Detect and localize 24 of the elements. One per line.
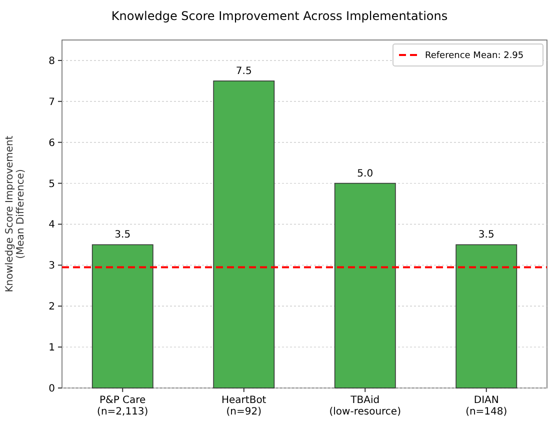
y-tick-label: 7: [48, 96, 55, 108]
data-label: 5.0: [357, 168, 374, 180]
chart-title: Knowledge Score Improvement Across Implementations: [111, 9, 448, 23]
bar: [213, 80, 275, 388]
x-tick-label: HeartBot (n=92): [222, 395, 266, 418]
legend-label: Reference Mean: 2.95: [425, 51, 524, 62]
x-tick-label: TBAid (low-resource): [329, 395, 402, 418]
data-label: 3.5: [478, 230, 494, 241]
y-axis-title: Knowledge Score Improvement (Mean Difference): [4, 136, 26, 292]
bar: [334, 182, 396, 388]
y-tick-label: 4: [48, 220, 55, 231]
y-tick-label: 8: [48, 56, 55, 67]
x-tick-label: DIAN (n=148): [466, 395, 508, 418]
y-tick-label: 3: [48, 260, 55, 272]
data-label: 7.5: [236, 66, 252, 77]
y-tick-label: 2: [48, 302, 55, 313]
y-tick-label: 6: [48, 138, 55, 149]
data-label: 3.5: [114, 230, 131, 241]
y-tick-label: 0: [48, 384, 55, 394]
bar: [456, 244, 518, 388]
bar: [92, 244, 154, 388]
y-tick-label: 5: [48, 178, 55, 190]
x-tick-label: P&P Care (n=2,113): [97, 395, 148, 418]
y-tick-label: 1: [48, 342, 55, 354]
